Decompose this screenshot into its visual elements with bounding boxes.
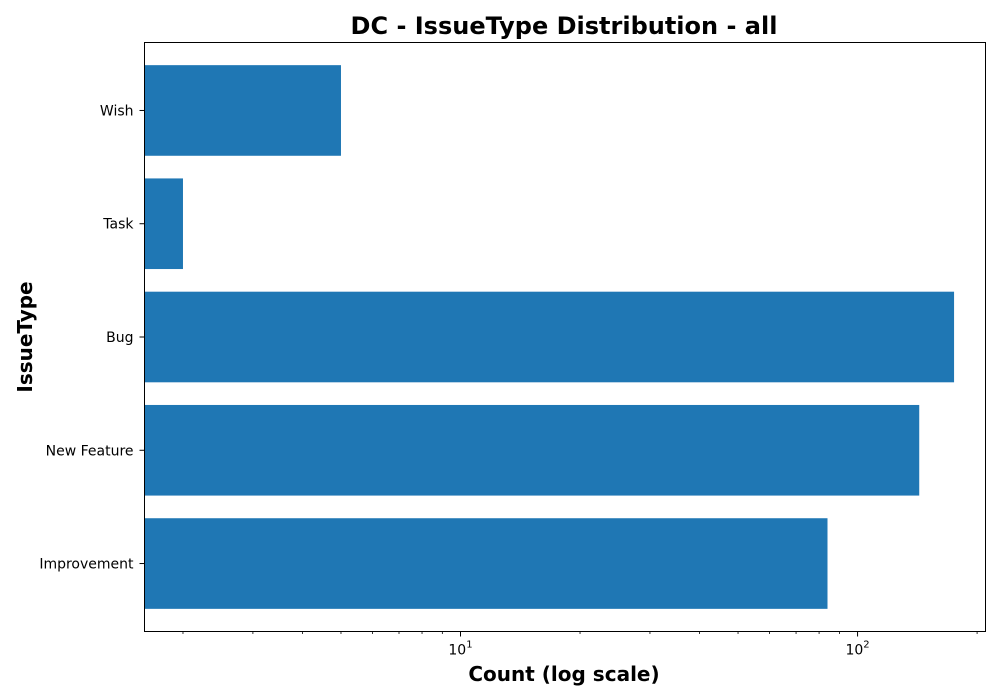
plot-frame [144, 42, 986, 632]
bar-wish [144, 65, 341, 156]
y-axis-label: IssueType [13, 281, 37, 392]
bar-bug [144, 291, 955, 383]
y-tick-label: Task [102, 217, 134, 233]
x-tick-label: 101 [448, 640, 472, 659]
x-tick-label: 102 [845, 640, 869, 659]
x-axis-label: Count (log scale) [468, 662, 659, 686]
y-tick-label: Improvement [39, 557, 134, 573]
y-tick-label: Wish [100, 103, 134, 119]
y-tick-label: Bug [106, 330, 133, 346]
bar-improvement [144, 518, 828, 609]
y-ticks-group: Improvement New Feature Bug Task Wish [39, 103, 145, 573]
y-tick-label: New Feature [46, 443, 134, 459]
bars-group [144, 65, 955, 609]
chart-title: DC - IssueType Distribution - all [351, 12, 778, 40]
bar-new-feature [144, 404, 920, 496]
x-ticks-group: 101 102 [448, 631, 870, 659]
bar-task [144, 178, 183, 270]
